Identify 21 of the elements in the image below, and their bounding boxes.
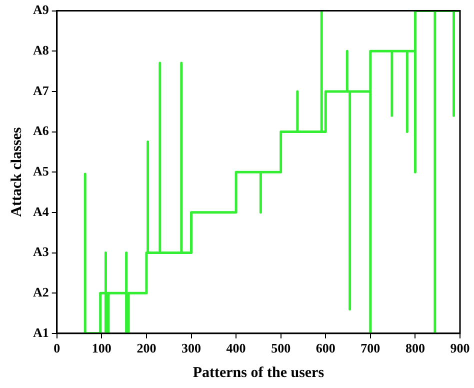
text: A3: [33, 244, 50, 260]
x-tick-label: 800: [405, 340, 425, 356]
text: A4: [33, 204, 50, 219]
x-axis-title: Patterns of the users: [192, 364, 324, 381]
text: A5: [33, 163, 50, 178]
text: A2: [33, 284, 49, 300]
x-tick-label: 200: [136, 340, 156, 356]
y-axis-title: Attack classes: [8, 127, 25, 217]
x-tick-label: 100: [92, 340, 112, 356]
x-tick-label: 0: [54, 340, 60, 356]
text: A6: [33, 123, 50, 138]
x-tick-label: 700: [360, 340, 380, 356]
x-tick-label: 600: [316, 340, 336, 356]
text: A1: [33, 324, 49, 340]
text: A7: [33, 82, 50, 98]
text: A8: [33, 42, 50, 58]
x-tick-label: 300: [182, 340, 202, 356]
x-tick-label: 500: [271, 340, 291, 356]
x-tick-label: 900: [450, 340, 470, 356]
text: A9: [33, 2, 50, 18]
x-tick-label: 400: [226, 340, 246, 356]
